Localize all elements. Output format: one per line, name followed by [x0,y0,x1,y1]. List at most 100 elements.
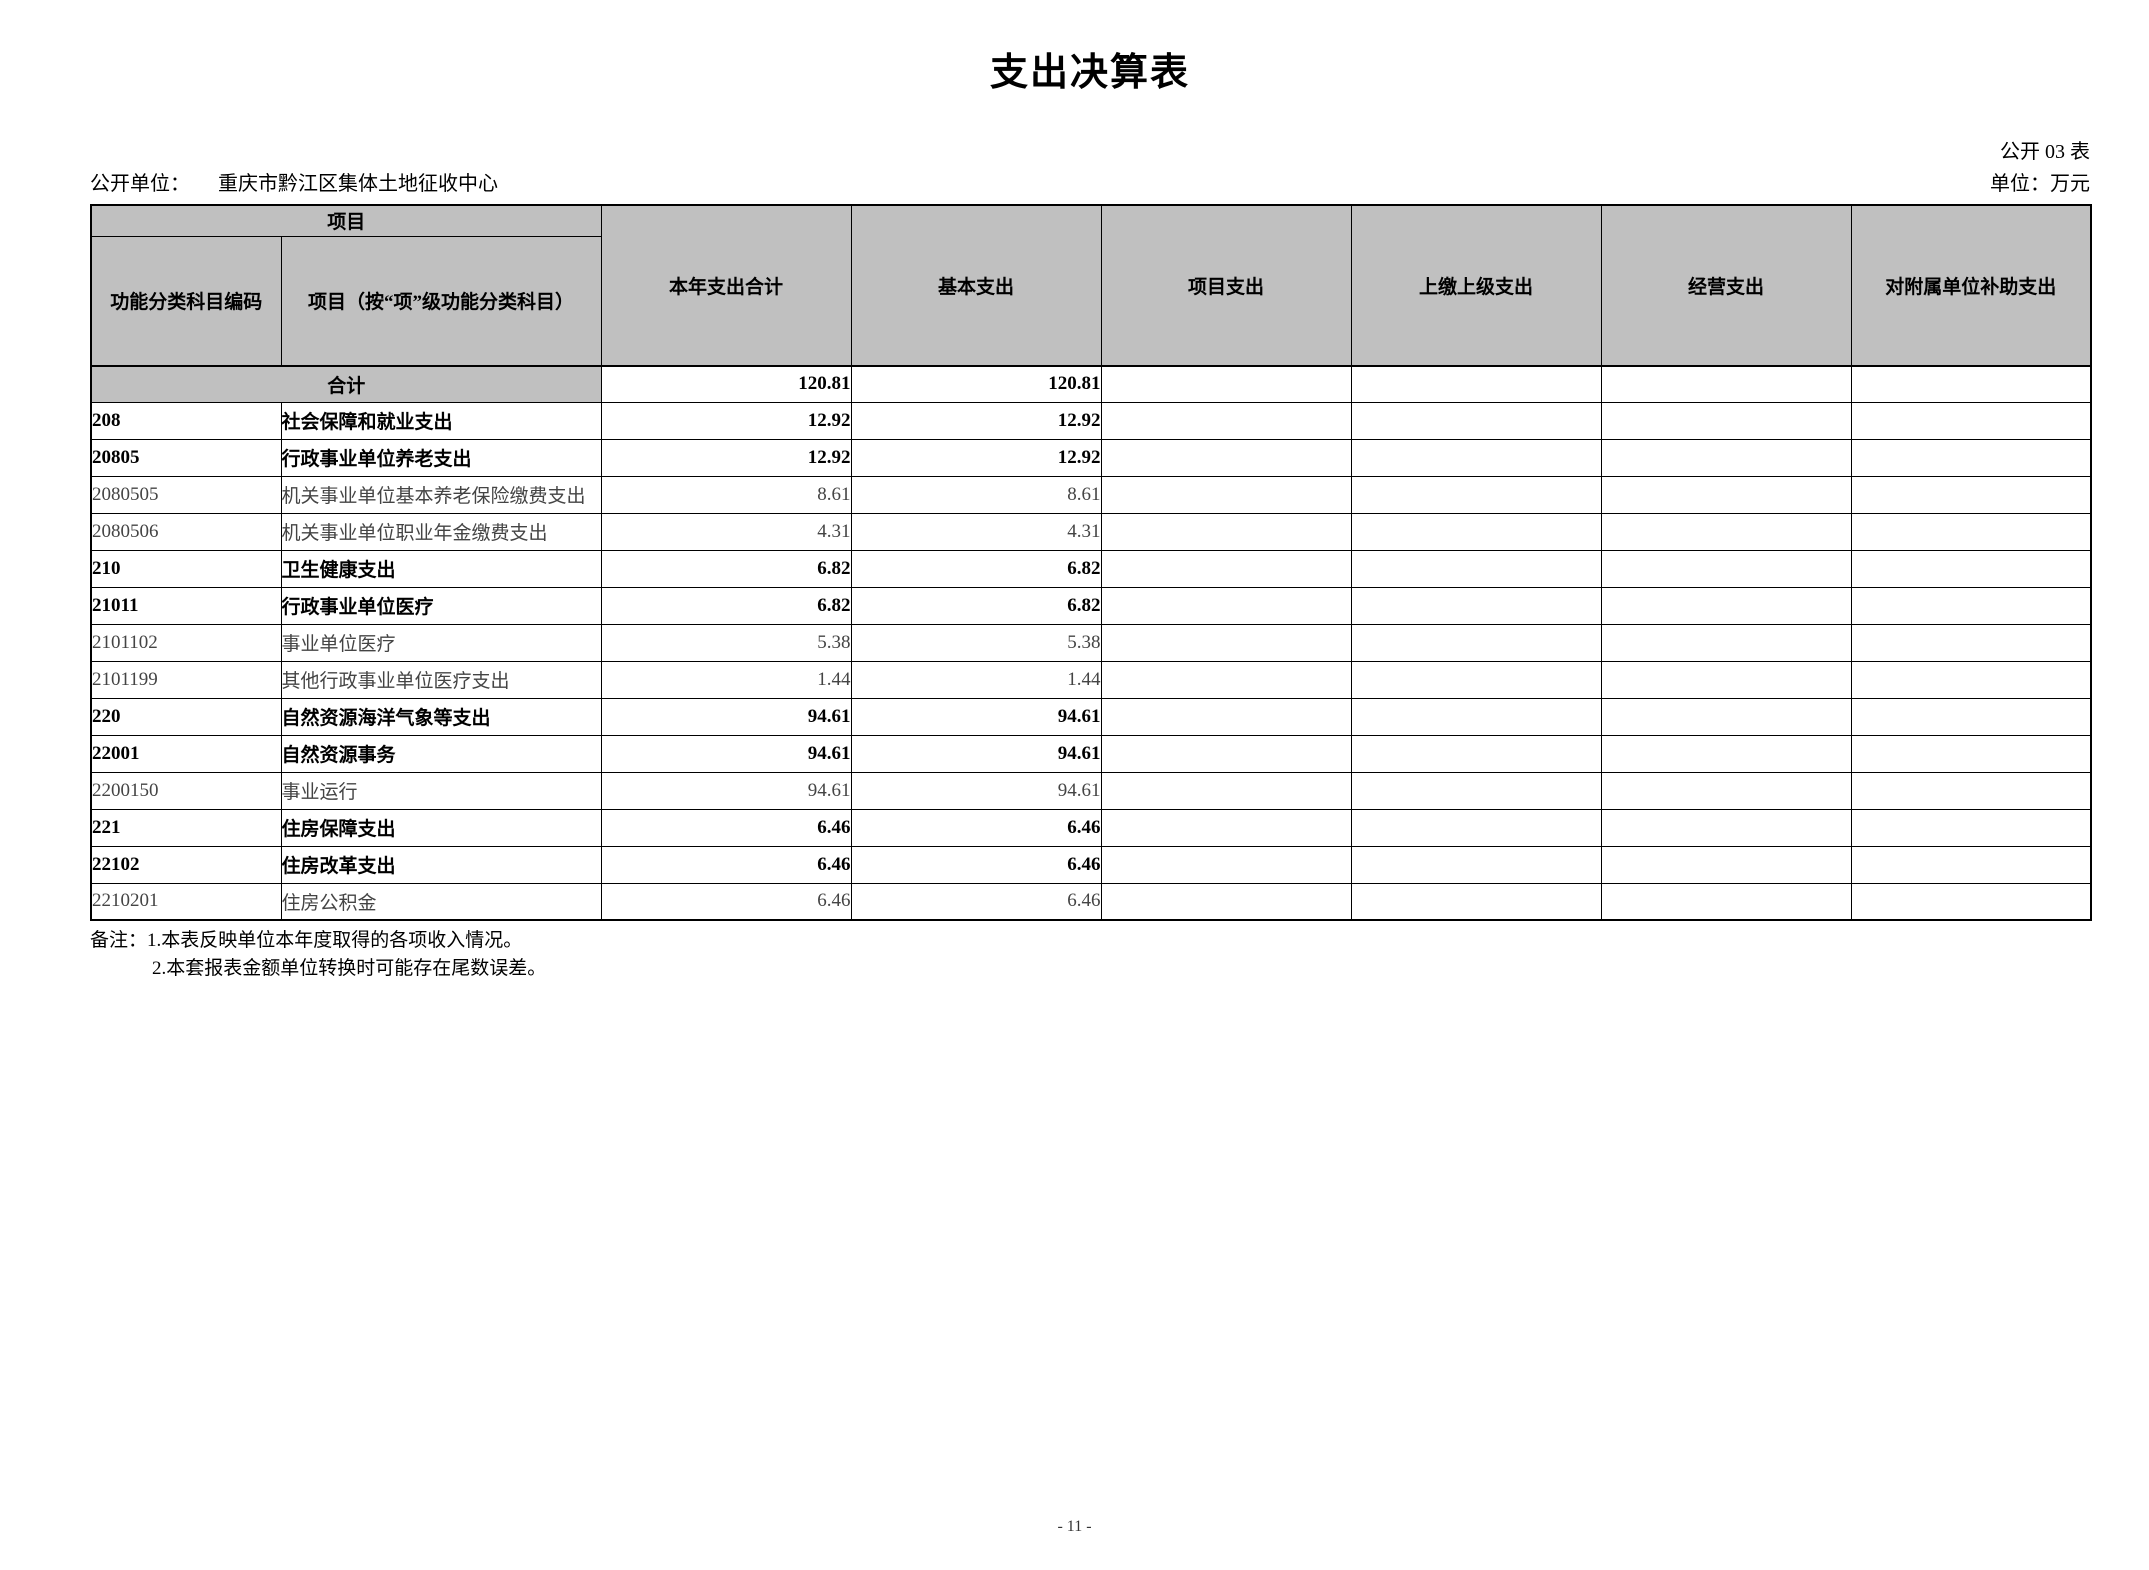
upper-level-expenditure-cell [1350,438,1602,477]
operating-expenditure-cell [1600,549,1852,588]
page-number: - 11 - [1057,1518,1092,1535]
code-cell: 221 [90,808,282,847]
code-cell: 2210201 [90,882,282,921]
item-name-cell: 社会保障和就业支出 [280,401,602,440]
basic-expenditure-cell: 94.61 [850,697,1102,736]
basic-expenditure-cell: 94.61 [850,734,1102,773]
code-cell: 2080505 [90,475,282,514]
project-expenditure-cell [1100,401,1352,440]
document: 支出决算表 公开 03 表 公开单位： 重庆市黔江区集体土地征收中心 单位：万元 … [90,50,2093,983]
basic-expenditure-cell: 6.46 [850,845,1102,884]
project-expenditure-cell [1100,845,1352,884]
operating-expenditure-cell [1600,734,1852,773]
note-line: 2.本套报表金额单位转换时可能存在尾数误差。 [152,958,547,979]
subsidy-expenditure-cell [1850,401,2092,440]
operating-expenditure-cell [1600,882,1852,921]
operating-expenditure-cell [1600,697,1852,736]
header-item-name: 项目（按“项”级功能分类科目） [280,235,602,367]
project-expenditure-cell [1100,623,1352,662]
item-name-cell: 住房改革支出 [280,845,602,884]
operating-expenditure-cell [1600,623,1852,662]
table-row: 20805 行政事业单位养老支出 12.92 12.92 [90,438,2092,477]
upper-level-expenditure-cell [1350,475,1602,514]
code-cell: 20805 [90,438,282,477]
total-subsidy-cell [1850,365,2092,403]
upper-level-expenditure-cell [1350,882,1602,921]
header-function-code: 功能分类科目编码 [90,235,282,367]
total-label-cell: 合计 [90,365,602,403]
table-row: 2101199 其他行政事业单位医疗支出 1.44 1.44 [90,660,2092,699]
subsidy-expenditure-cell [1850,734,2092,773]
subsidy-expenditure-cell [1850,808,2092,847]
upper-level-expenditure-cell [1350,623,1602,662]
subsidy-expenditure-cell [1850,697,2092,736]
unit-label: 公开单位： [90,173,190,195]
operating-expenditure-cell [1600,475,1852,514]
operating-expenditure-cell [1600,438,1852,477]
upper-level-expenditure-cell [1350,697,1602,736]
header-total-expenditure: 本年支出合计 [600,204,852,367]
header-project-group: 项目 [90,204,602,237]
expenditure-table: 项目 本年支出合计 基本支出 项目支出 上缴上级支出 经营支出 对附属单位补助支… [90,204,2093,921]
upper-level-expenditure-cell [1350,549,1602,588]
item-name-cell: 事业运行 [280,771,602,810]
meta-row: 公开单位： 重庆市黔江区集体土地征收中心 单位：万元 [90,171,2090,197]
project-expenditure-cell [1100,734,1352,773]
table-body: 合计 120.81 120.81 208 社会保障和就业支出 12.92 12.… [90,365,2092,921]
basic-expenditure-cell: 94.61 [850,771,1102,810]
item-name-cell: 事业单位医疗 [280,623,602,662]
subsidy-expenditure-cell [1850,882,2092,921]
total-expenditure-cell: 6.82 [600,549,852,588]
total-expenditure-cell: 5.38 [600,623,852,662]
project-expenditure-cell [1100,882,1352,921]
project-expenditure-cell [1100,697,1352,736]
table-row: 2200150 事业运行 94.61 94.61 [90,771,2092,810]
upper-level-expenditure-cell [1350,401,1602,440]
item-name-cell: 卫生健康支出 [280,549,602,588]
basic-expenditure-cell: 4.31 [850,512,1102,551]
subsidy-expenditure-cell [1850,512,2092,551]
basic-expenditure-cell: 1.44 [850,660,1102,699]
item-name-cell: 自然资源事务 [280,734,602,773]
total-expenditure-cell: 4.31 [600,512,852,551]
code-cell: 208 [90,401,282,440]
basic-expenditure-cell: 12.92 [850,438,1102,477]
project-expenditure-cell [1100,586,1352,625]
item-name-cell: 行政事业单位医疗 [280,586,602,625]
subsidy-expenditure-cell [1850,438,2092,477]
code-cell: 2200150 [90,771,282,810]
total-project-cell [1100,365,1352,403]
project-expenditure-cell [1100,475,1352,514]
item-name-cell: 住房保障支出 [280,808,602,847]
total-expenditure-cell: 12.92 [600,438,852,477]
total-expenditure-cell: 6.46 [600,845,852,884]
subsidy-expenditure-cell [1850,771,2092,810]
upper-level-expenditure-cell [1350,771,1602,810]
basic-expenditure-cell: 5.38 [850,623,1102,662]
total-expenditure-cell: 1.44 [600,660,852,699]
total-expenditure-cell: 6.46 [600,882,852,921]
header-basic-expenditure: 基本支出 [850,204,1102,367]
total-expenditure-cell: 94.61 [600,771,852,810]
project-expenditure-cell [1100,549,1352,588]
subsidy-expenditure-cell [1850,660,2092,699]
table-header: 项目 本年支出合计 基本支出 项目支出 上缴上级支出 经营支出 对附属单位补助支… [90,204,2092,367]
project-expenditure-cell [1100,771,1352,810]
operating-expenditure-cell [1600,771,1852,810]
total-expenditure-cell: 94.61 [600,734,852,773]
basic-expenditure-cell: 8.61 [850,475,1102,514]
note-line: 备注：1.本表反映单位本年度取得的各项收入情况。 [90,930,523,951]
total-row: 合计 120.81 120.81 [90,365,2092,403]
code-cell: 22102 [90,845,282,884]
upper-level-expenditure-cell [1350,845,1602,884]
subsidy-expenditure-cell [1850,586,2092,625]
total-expenditure-cell: 94.61 [600,697,852,736]
table-row: 220 自然资源海洋气象等支出 94.61 94.61 [90,697,2092,736]
header-operating-expenditure: 经营支出 [1600,204,1852,367]
table-row: 2080505 机关事业单位基本养老保险缴费支出 8.61 8.61 [90,475,2092,514]
upper-level-expenditure-cell [1350,586,1602,625]
total-expenditure-cell: 8.61 [600,475,852,514]
basic-expenditure-cell: 6.46 [850,808,1102,847]
project-expenditure-cell [1100,808,1352,847]
total-expenditure-cell: 6.46 [600,808,852,847]
